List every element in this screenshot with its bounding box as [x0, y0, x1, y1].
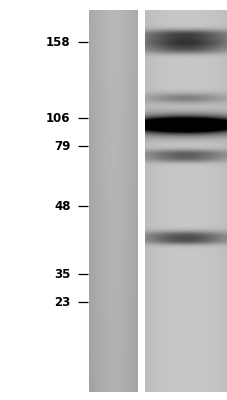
Text: 79: 79 — [54, 140, 70, 152]
Text: 23: 23 — [54, 296, 70, 308]
Bar — [137, 10, 144, 392]
Text: 48: 48 — [54, 200, 70, 212]
Text: 106: 106 — [46, 112, 70, 124]
Text: 158: 158 — [46, 36, 70, 48]
Text: 35: 35 — [54, 268, 70, 280]
